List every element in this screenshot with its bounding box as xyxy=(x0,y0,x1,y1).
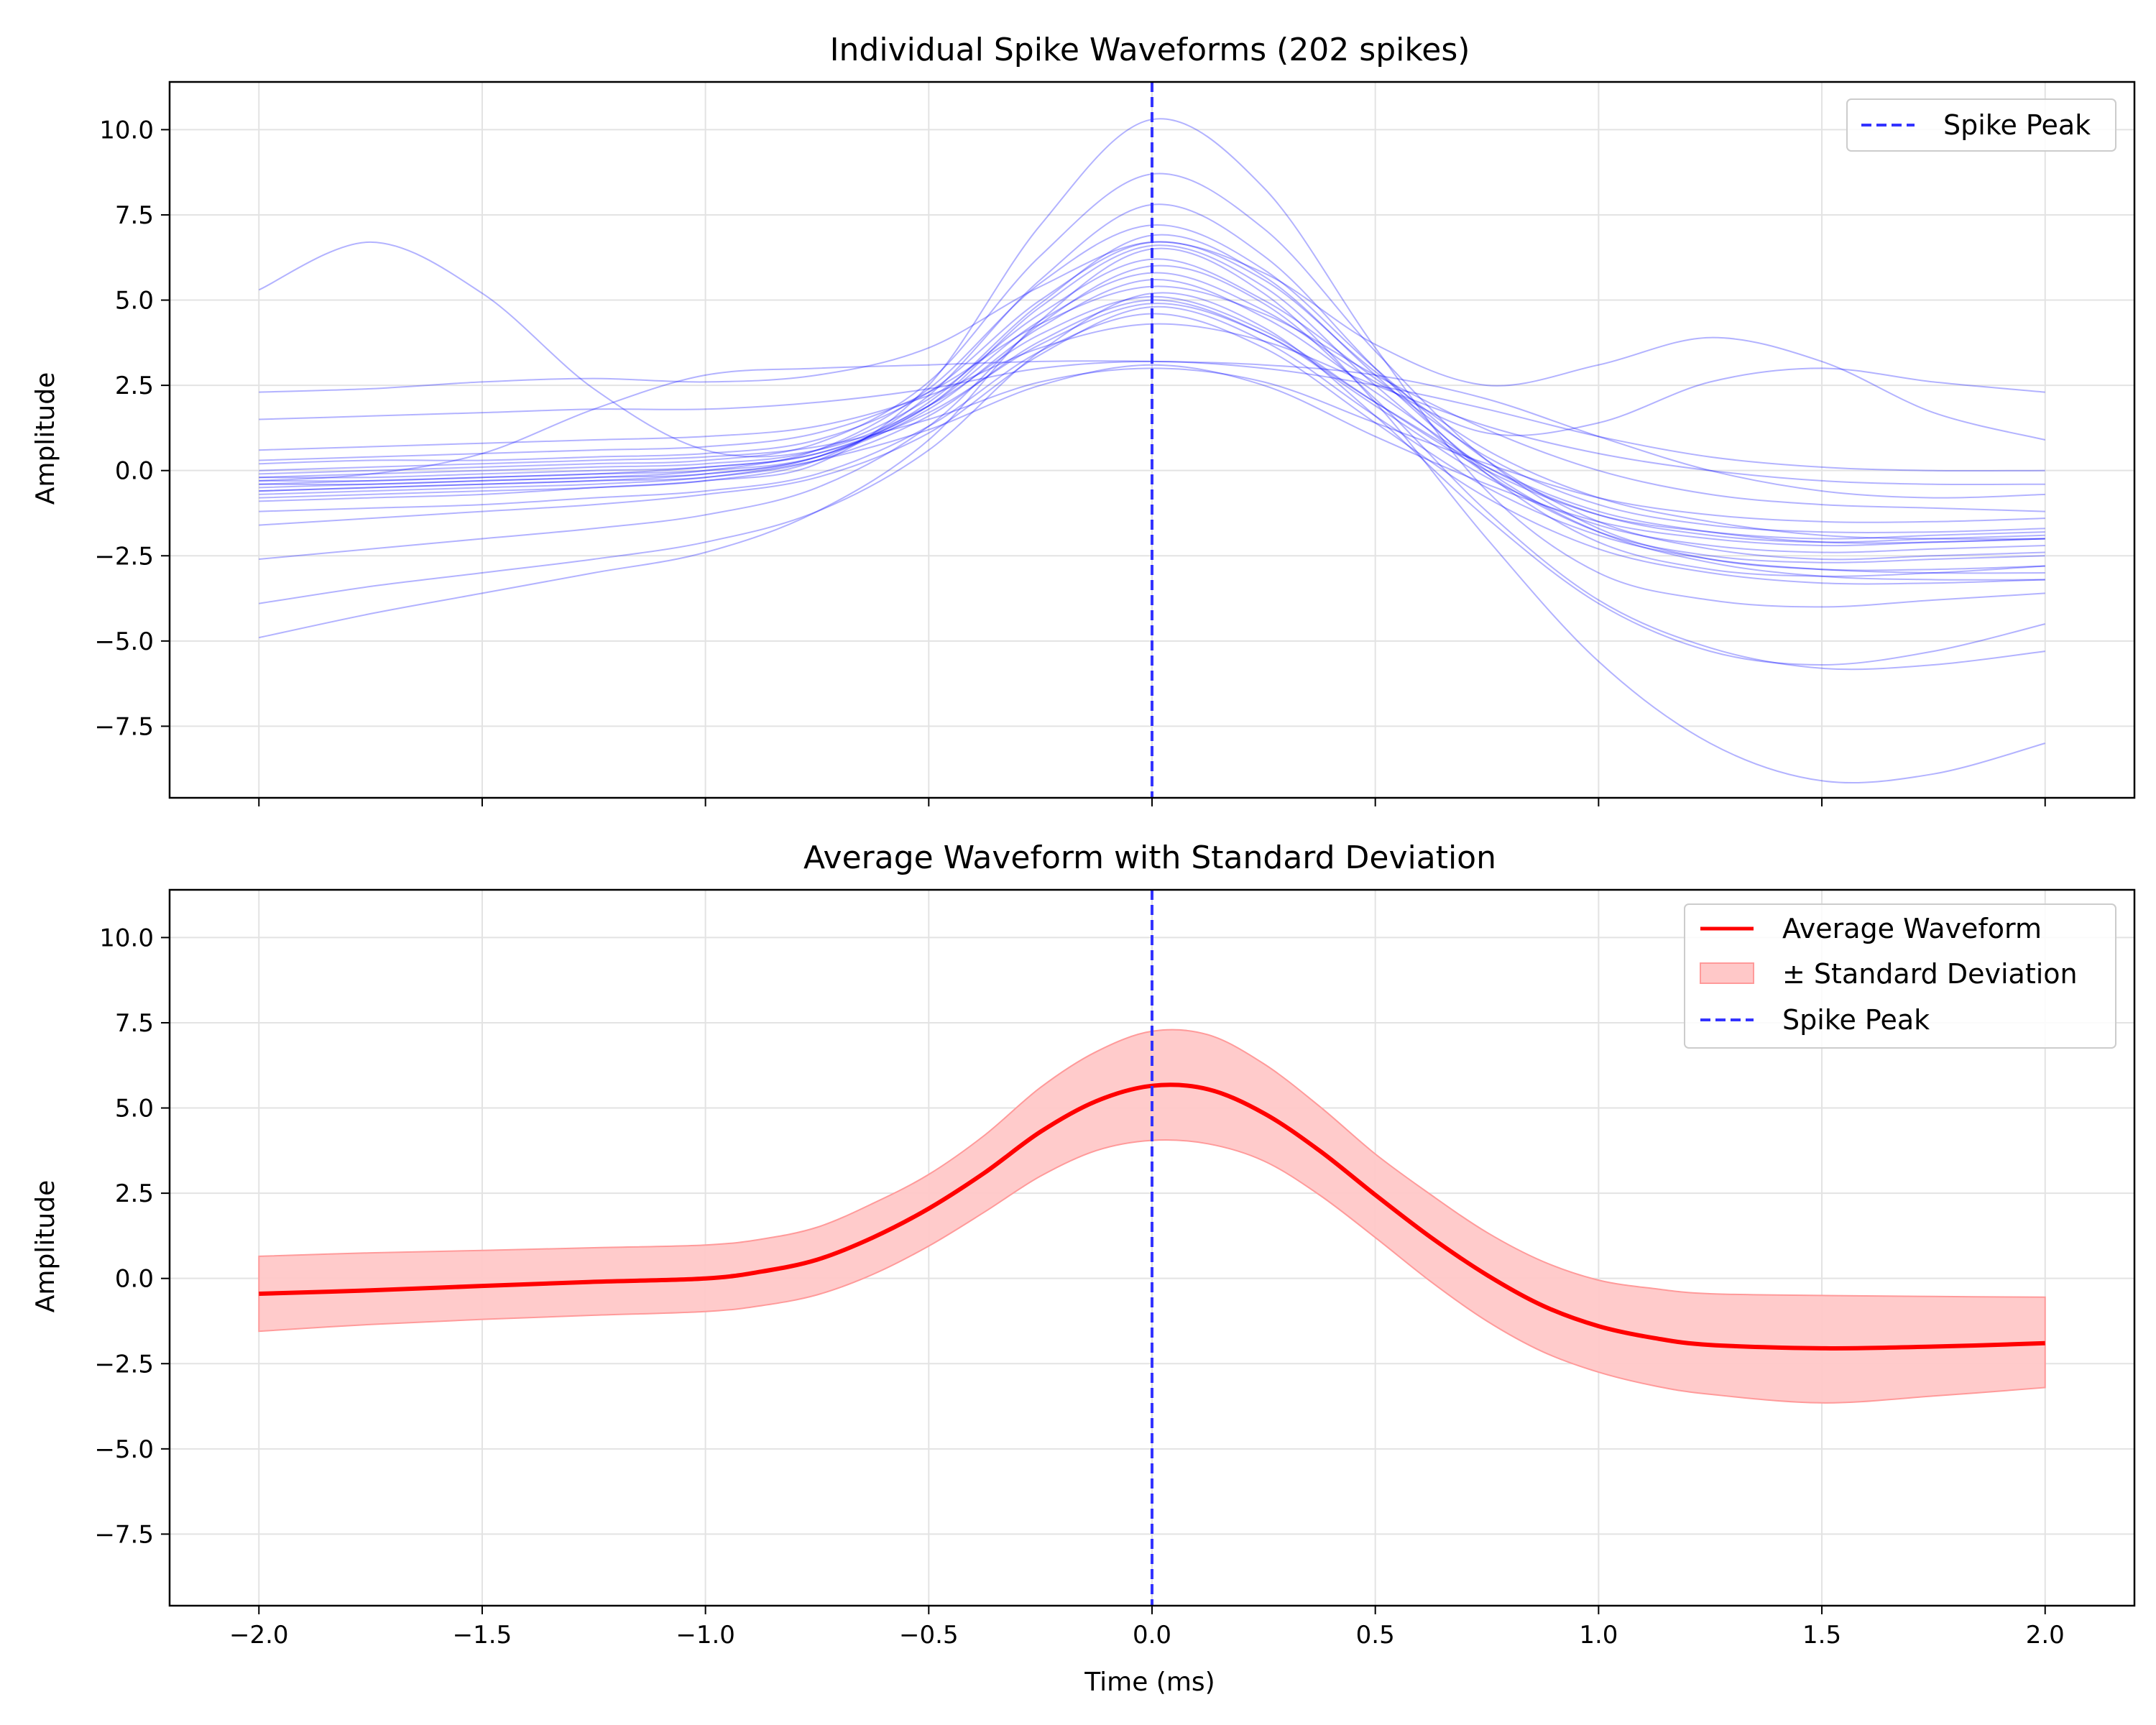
average-plot-area xyxy=(258,890,2046,1606)
waveform-line xyxy=(259,244,2045,564)
average-x-tick-label: −1.5 xyxy=(453,1621,512,1650)
average-y-tick-label: −2.5 xyxy=(94,1350,154,1379)
waveforms-y-tick-label: 5.0 xyxy=(115,287,154,316)
waveform-line xyxy=(259,367,2045,523)
average-legend-mean-label: Average Waveform xyxy=(1782,913,2042,944)
average-x-tick-label: 1.0 xyxy=(1579,1621,1618,1650)
waveform-line xyxy=(258,241,2045,540)
average-x-tick-label: 0.5 xyxy=(1356,1621,1395,1650)
waveform-line xyxy=(259,303,2045,544)
waveforms-legend-peak-label: Spike Peak xyxy=(1943,109,2091,141)
waveform-line xyxy=(259,364,2045,547)
waveforms-y-axis-label: Amplitude xyxy=(31,372,60,505)
average-x-axis-label: Time (ms) xyxy=(1084,1668,1215,1697)
average-x-tick-label: 0.0 xyxy=(1133,1621,1171,1650)
average-legend-std-swatch xyxy=(1700,962,1754,984)
average-y-tick-label: 0.0 xyxy=(115,1265,154,1294)
average-x-tick-label: −2.0 xyxy=(229,1621,289,1650)
average-y-tick-label: 5.0 xyxy=(115,1095,154,1123)
waveforms-legend: Spike Peak xyxy=(1846,98,2116,152)
average-y-axis-label: Amplitude xyxy=(31,1180,60,1312)
waveforms-y-tick-label: −5.0 xyxy=(94,627,154,656)
waveforms-y-tick-label: −2.5 xyxy=(94,542,154,571)
average-axes: −2.0 −1.5 −1.0 −0.5 0.0 0.5 1.0 1.5 2.0 −7.5 −5.0 −… xyxy=(94,888,2136,1650)
average-x-tick-label: 2.0 xyxy=(2026,1621,2065,1650)
average-y-tick-label: −5.0 xyxy=(94,1435,154,1464)
waveforms-panel-title: Individual Spike Waveforms (202 spikes) xyxy=(830,32,1470,68)
average-legend-std-label: ± Standard Deviation xyxy=(1782,958,2078,990)
average-panel-title: Average Waveform with Standard Deviation xyxy=(803,840,1496,876)
average-y-tick-label: −7.5 xyxy=(94,1520,154,1549)
waveform-line xyxy=(259,258,2045,533)
waveforms-axes: −7.5 −5.0 −2.5 0.0 2.5 5.0 7.5 10.0 xyxy=(94,80,2136,806)
waveforms-y-tick-label: 0.0 xyxy=(115,457,154,486)
average-legend-peak-label: Spike Peak xyxy=(1782,1004,1930,1036)
average-legend: Average Waveform ± Standard Deviation Sp… xyxy=(1684,903,2116,1049)
std-band xyxy=(258,1029,2046,1404)
waveform-line xyxy=(259,247,2045,784)
average-y-tick-label: 7.5 xyxy=(115,1009,154,1038)
waveforms-legend-box xyxy=(1846,98,2116,152)
waveform-line xyxy=(259,264,2045,671)
waveform-line xyxy=(259,292,2045,666)
waveforms-panel: Individual Spike Waveforms (202 spikes) … xyxy=(31,32,2136,806)
average-x-tick-label: −1.0 xyxy=(676,1621,735,1650)
waveforms-y-tick-label: −7.5 xyxy=(94,712,154,741)
average-x-tick-label: −0.5 xyxy=(899,1621,959,1650)
average-y-tick-label: 2.5 xyxy=(115,1179,154,1208)
average-x-tick-label: 1.5 xyxy=(1802,1621,1841,1650)
average-legend-box xyxy=(1684,903,2116,1049)
average-y-tick-label: 10.0 xyxy=(99,924,154,952)
waveforms-plot-area xyxy=(258,82,2045,798)
average-waveform-line xyxy=(259,1082,2045,1351)
waveforms-y-tick-label: 2.5 xyxy=(115,372,154,400)
waveform-line xyxy=(259,305,2045,574)
waveforms-y-tick-label: 7.5 xyxy=(115,201,154,230)
waveforms-y-tick-label: 10.0 xyxy=(99,116,154,144)
average-panel: Average Waveform with Standard Deviation… xyxy=(31,840,2136,1697)
